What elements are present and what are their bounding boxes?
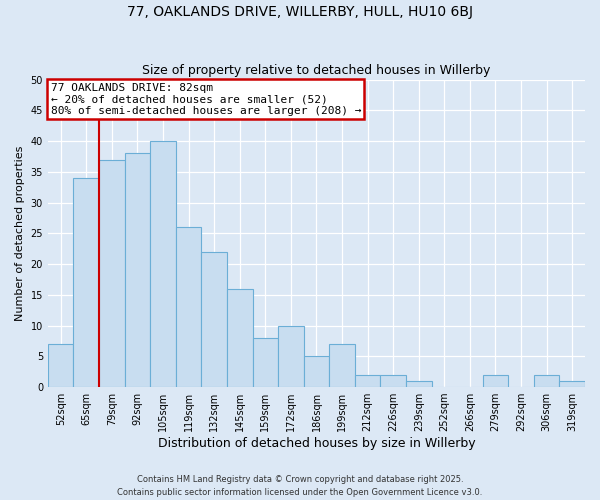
Bar <box>482 375 508 387</box>
Bar <box>380 375 406 387</box>
Bar <box>202 252 227 387</box>
Bar <box>329 344 355 387</box>
Bar <box>99 160 125 387</box>
Text: 77 OAKLANDS DRIVE: 82sqm
← 20% of detached houses are smaller (52)
80% of semi-d: 77 OAKLANDS DRIVE: 82sqm ← 20% of detach… <box>50 82 361 116</box>
Bar <box>406 381 431 387</box>
Bar <box>253 338 278 387</box>
Y-axis label: Number of detached properties: Number of detached properties <box>15 146 25 321</box>
Text: Contains public sector information licensed under the Open Government Licence v3: Contains public sector information licen… <box>118 488 482 497</box>
Bar <box>125 154 150 387</box>
Bar <box>48 344 73 387</box>
Bar <box>176 227 202 387</box>
Text: Contains HM Land Registry data © Crown copyright and database right 2025.: Contains HM Land Registry data © Crown c… <box>137 476 463 484</box>
Bar <box>304 356 329 387</box>
Text: 77, OAKLANDS DRIVE, WILLERBY, HULL, HU10 6BJ: 77, OAKLANDS DRIVE, WILLERBY, HULL, HU10… <box>127 5 473 19</box>
Title: Size of property relative to detached houses in Willerby: Size of property relative to detached ho… <box>142 64 491 77</box>
Bar <box>278 326 304 387</box>
Bar <box>227 288 253 387</box>
Bar <box>73 178 99 387</box>
Bar <box>355 375 380 387</box>
Bar <box>534 375 559 387</box>
Bar <box>150 141 176 387</box>
Bar <box>559 381 585 387</box>
X-axis label: Distribution of detached houses by size in Willerby: Distribution of detached houses by size … <box>158 437 475 450</box>
